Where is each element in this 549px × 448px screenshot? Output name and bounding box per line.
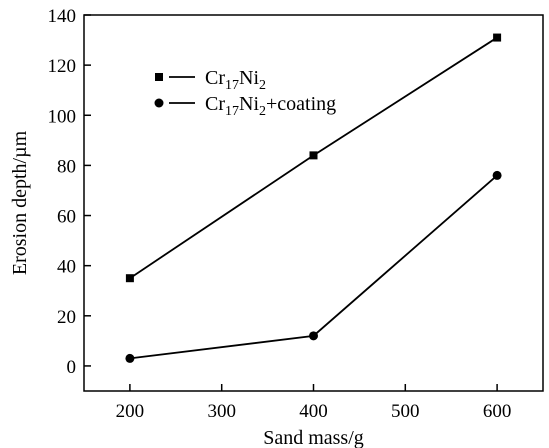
legend-item: Cr17Ni2 [155, 67, 266, 93]
x-tick-label: 500 [391, 401, 420, 422]
data-point [493, 33, 502, 42]
y-tick-label: 120 [48, 56, 77, 77]
x-axis-label: Sand mass/g [263, 427, 364, 448]
legend-label: Cr17Ni2+coating [205, 93, 336, 119]
y-tick-label: 80 [57, 156, 76, 177]
x-tick-label: 300 [207, 401, 236, 422]
x-tick-label: 600 [483, 401, 512, 422]
y-tick-label: 0 [67, 357, 77, 378]
y-tick-label: 100 [48, 106, 77, 127]
data-point [125, 274, 134, 283]
legend-label: Cr17Ni2 [205, 67, 266, 93]
series-2 [125, 170, 502, 363]
y-tick-label: 140 [48, 6, 77, 27]
x-tick-label: 200 [116, 401, 145, 422]
series-1 [125, 33, 502, 283]
y-tick-label: 40 [57, 257, 76, 278]
legend-marker [155, 73, 163, 81]
series-layer [125, 33, 502, 363]
data-point [125, 353, 135, 363]
x-tick-label: 400 [299, 401, 328, 422]
y-tick-label: 60 [57, 207, 76, 228]
y-tick-label: 20 [57, 307, 76, 328]
series-line [129, 174, 498, 360]
legend-item: Cr17Ni2+coating [154, 93, 336, 119]
legend-marker [154, 98, 164, 108]
axis-ticks: 200 300 400 500 600 0 20 40 60 80 100 120 140 [48, 6, 512, 422]
data-point [309, 151, 318, 160]
y-axis-label: Erosion depth/µm [9, 130, 31, 275]
data-point [492, 170, 502, 180]
data-point [309, 331, 318, 341]
